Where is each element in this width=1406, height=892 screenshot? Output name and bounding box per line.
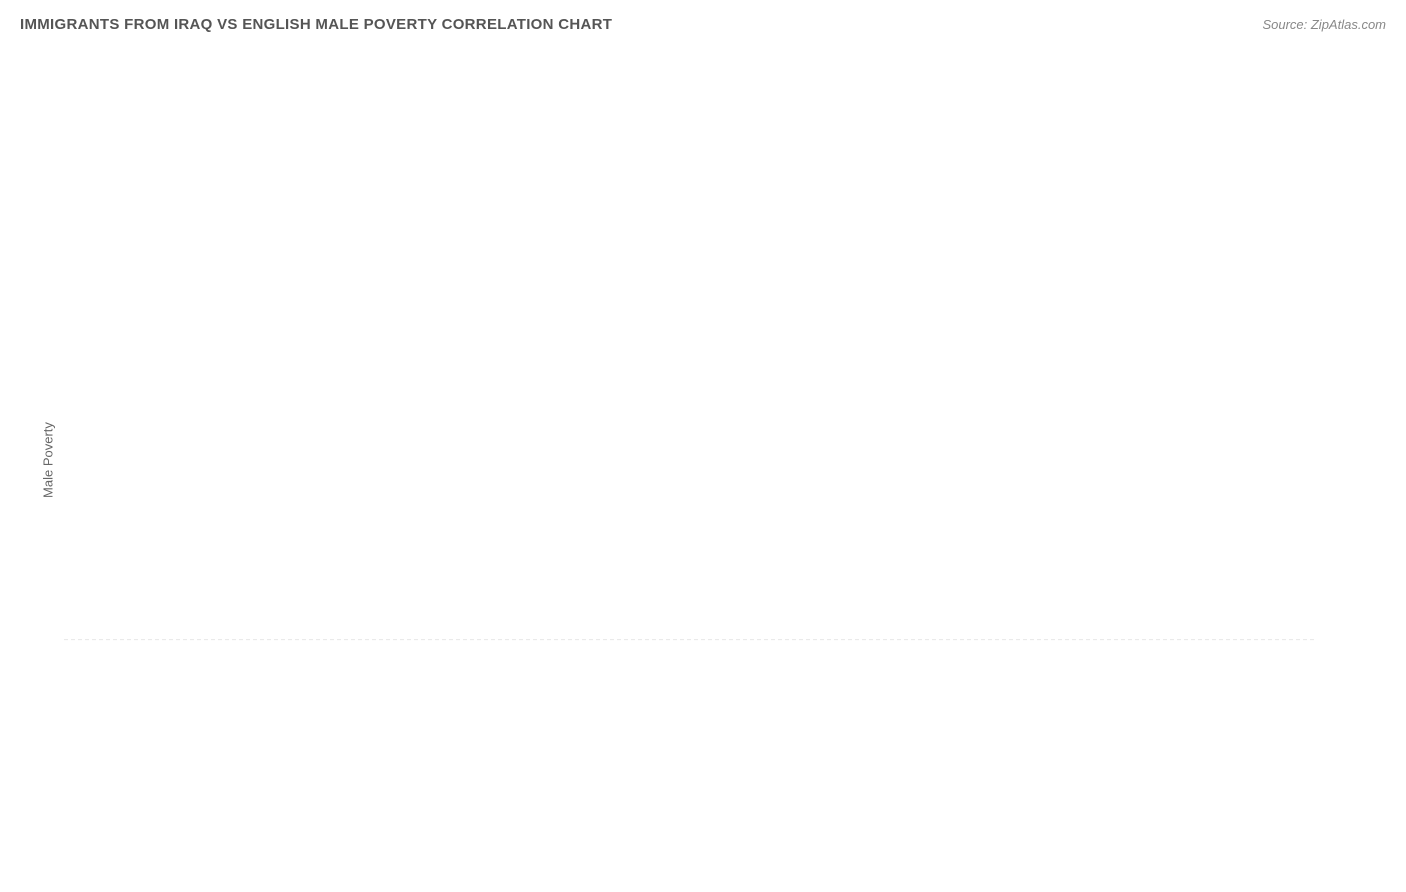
chart-container: Male Poverty (20, 48, 1386, 872)
y-axis-label: Male Poverty (40, 422, 55, 498)
header-bar: IMMIGRANTS FROM IRAQ VS ENGLISH MALE POV… (20, 16, 1386, 33)
source-attribution: Source: ZipAtlas.com (1262, 17, 1386, 32)
correlation-scatter-chart (20, 48, 1360, 848)
chart-title: IMMIGRANTS FROM IRAQ VS ENGLISH MALE POV… (20, 16, 612, 33)
